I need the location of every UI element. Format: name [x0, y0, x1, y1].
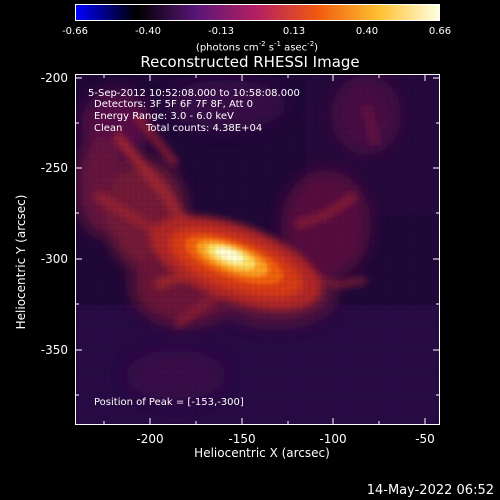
method-label: Clean [94, 123, 123, 134]
total-counts-label: Total counts: 4.38E+04 [146, 123, 263, 134]
x-tick-label: -200 [136, 432, 164, 446]
colorbar-units: (photons cm-2 s-1 asec-2) [195, 40, 319, 54]
timestamp: 14-May-2022 06:52 [366, 483, 494, 498]
y-tick-label: -200 [40, 71, 68, 85]
plot-title: Reconstructed RHESSI Image [140, 53, 360, 71]
colorbar-tick: -0.66 [62, 26, 88, 37]
energy-range-label: Energy Range: 3.0 - 6.0 keV [94, 111, 234, 122]
x-tick-label: -150 [228, 432, 256, 446]
y-axis-label: Heliocentric Y (arcsec) [14, 194, 28, 330]
rhessi-image [76, 75, 439, 424]
y-tick-label: -350 [40, 343, 68, 357]
x-tick-label: -50 [415, 432, 435, 446]
colorbar-tick: -0.40 [135, 26, 161, 37]
rhessi-image-plot [75, 74, 440, 425]
y-tick-label: -300 [40, 252, 68, 266]
peak-position-label: Position of Peak = [-153,-300] [94, 397, 244, 408]
colorbar-tick: 0.66 [428, 26, 452, 37]
colorbar-tick: -0.13 [208, 26, 234, 37]
colorbar-tick: 0.40 [355, 26, 379, 37]
x-axis-label: Heliocentric X (arcsec) [194, 446, 330, 460]
colorbar-tick: 0.13 [282, 26, 306, 37]
detectors-label: Detectors: 3F 5F 6F 7F 8F, Att 0 [94, 99, 254, 110]
colorbar [75, 4, 440, 21]
y-tick-label: -250 [40, 161, 68, 175]
x-tick-label: -100 [319, 432, 347, 446]
time-range-label: 5-Sep-2012 10:52:08.000 to 10:58:08.000 [88, 88, 300, 99]
